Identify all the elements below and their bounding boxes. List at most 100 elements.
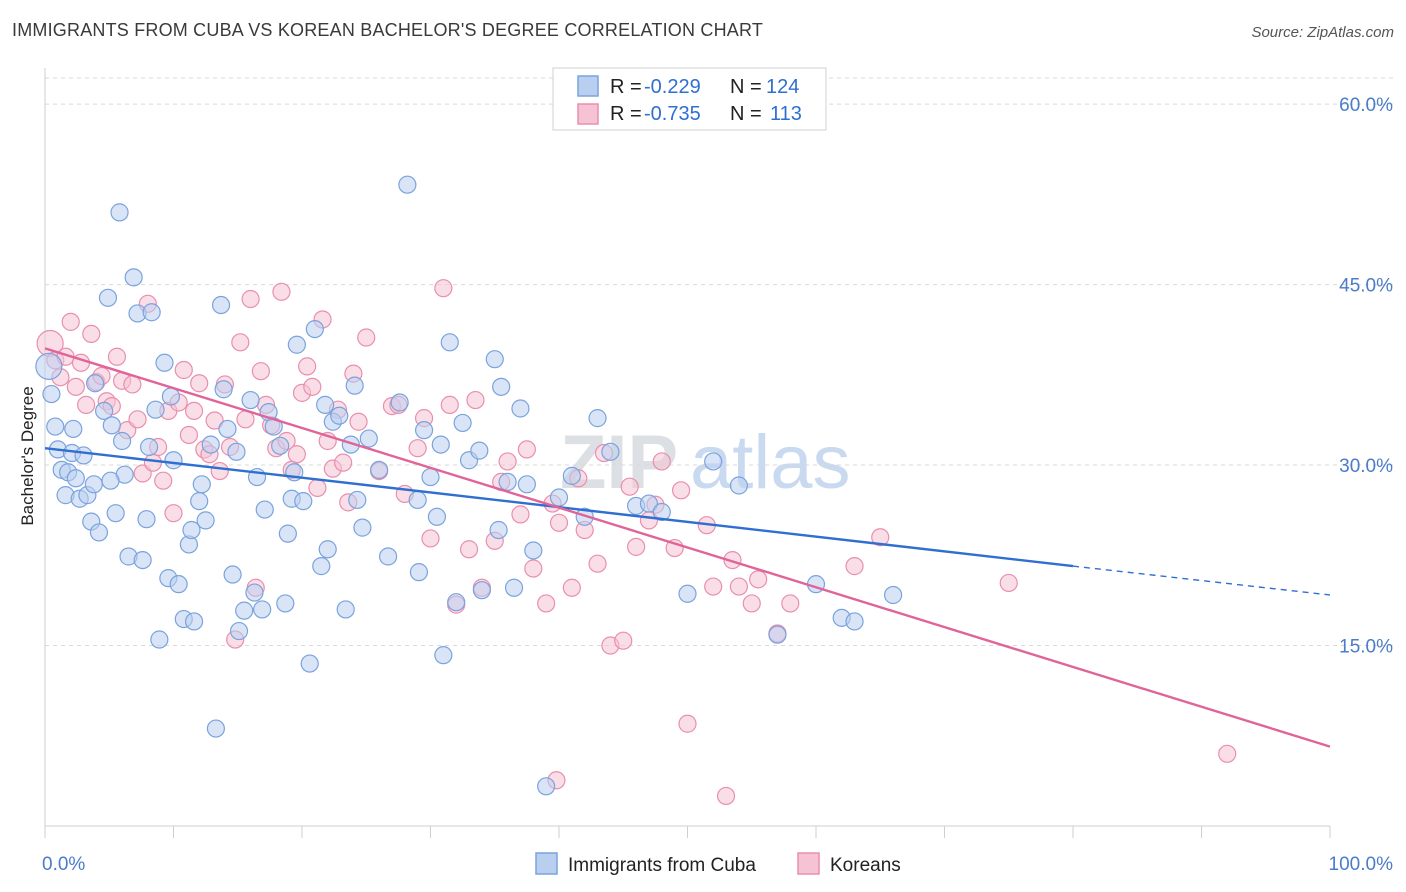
cuba-point bbox=[84, 475, 103, 494]
y-tick-label: 60.0% bbox=[1339, 95, 1393, 116]
cuba-point bbox=[253, 600, 272, 619]
koreans-point bbox=[210, 461, 229, 481]
koreans-point bbox=[143, 453, 163, 472]
koreans-point bbox=[678, 714, 697, 733]
cuba-point bbox=[190, 492, 209, 511]
trend-lines bbox=[44, 347, 1331, 748]
legend-swatch-koreans bbox=[577, 103, 599, 125]
koreans-point bbox=[82, 324, 101, 344]
cuba-point bbox=[678, 584, 697, 603]
legend-n-value-koreans: 113 bbox=[770, 103, 802, 125]
legend-r-label-cuba: R = bbox=[610, 76, 642, 98]
cuba-point bbox=[312, 557, 331, 576]
cuba-point bbox=[245, 583, 264, 602]
cuba-point bbox=[348, 490, 367, 510]
koreans-point bbox=[349, 412, 368, 431]
cuba-point bbox=[192, 475, 211, 494]
cuba-point bbox=[155, 353, 174, 372]
cuba-point bbox=[305, 319, 324, 339]
cuba-point bbox=[398, 175, 417, 194]
koreans-point bbox=[999, 573, 1018, 593]
cuba-point bbox=[498, 472, 517, 491]
cuba-point bbox=[271, 436, 290, 455]
cuba-point bbox=[524, 541, 543, 560]
legend-n-value-cuba: 124 bbox=[766, 76, 799, 98]
cuba-point bbox=[517, 475, 536, 494]
cuba-point bbox=[255, 500, 274, 519]
koreans-point bbox=[626, 537, 646, 556]
cuba-point bbox=[485, 350, 504, 369]
koreans-point bbox=[517, 440, 536, 459]
cuba-point bbox=[66, 469, 85, 488]
koreans-point bbox=[729, 577, 749, 596]
cuba-point bbox=[704, 452, 723, 471]
cuba-point bbox=[440, 333, 459, 352]
cuba-point bbox=[106, 504, 125, 523]
koreans-point bbox=[537, 594, 556, 613]
cuba-point bbox=[218, 419, 237, 439]
koreans-point bbox=[190, 374, 209, 393]
cuba-point bbox=[112, 431, 132, 451]
koreans-point bbox=[408, 439, 427, 458]
cuba-point bbox=[64, 419, 83, 439]
bottom-legend: Immigrants from Cuba Koreans bbox=[535, 852, 901, 876]
koreans-point bbox=[524, 559, 543, 578]
cuba-point bbox=[35, 352, 63, 380]
cuba-point bbox=[336, 600, 355, 619]
cuba-point bbox=[300, 654, 319, 673]
koreans-point bbox=[179, 425, 199, 445]
cuba-point bbox=[353, 518, 372, 537]
trend-line-cuba-extension bbox=[1072, 565, 1331, 596]
cuba-point bbox=[227, 442, 246, 461]
koreans-point bbox=[77, 395, 96, 414]
koreans-point bbox=[749, 570, 768, 589]
koreans-point bbox=[440, 395, 459, 414]
cuba-point bbox=[196, 511, 215, 530]
cuba-point bbox=[133, 550, 152, 570]
cuba-point bbox=[639, 494, 659, 513]
koreans-point bbox=[184, 401, 204, 421]
cuba-point bbox=[241, 390, 260, 410]
series-cuba-points bbox=[35, 175, 903, 796]
bottom-legend-swatch-koreans bbox=[797, 852, 820, 875]
cuba-point bbox=[489, 520, 508, 540]
legend-r-value-cuba: -0.229 bbox=[644, 76, 701, 98]
cuba-point bbox=[652, 502, 671, 522]
cuba-point bbox=[223, 565, 242, 584]
bottom-legend-label-koreans: Koreans bbox=[830, 855, 901, 876]
koreans-point bbox=[498, 452, 517, 471]
cuba-point bbox=[492, 377, 511, 396]
cuba-point bbox=[211, 295, 231, 315]
koreans-point bbox=[562, 578, 581, 597]
cuba-point bbox=[95, 401, 114, 421]
cuba-point bbox=[139, 437, 159, 457]
koreans-point bbox=[154, 471, 173, 490]
koreans-point bbox=[459, 540, 479, 559]
legend-r-label-koreans: R = bbox=[610, 103, 642, 125]
cuba-point bbox=[150, 630, 169, 649]
cuba-point bbox=[378, 547, 398, 566]
cuba-point bbox=[276, 594, 295, 613]
cuba-point bbox=[201, 435, 220, 454]
cuba-point bbox=[414, 421, 434, 440]
cuba-point bbox=[390, 393, 409, 412]
cuba-point bbox=[330, 406, 349, 425]
cuba-point bbox=[421, 467, 440, 487]
koreans-point bbox=[303, 377, 322, 396]
chart-title: IMMIGRANTS FROM CUBA VS KOREAN BACHELOR'… bbox=[12, 20, 764, 40]
cuba-point bbox=[229, 621, 249, 641]
cuba-point bbox=[294, 492, 313, 511]
cuba-point bbox=[883, 585, 903, 605]
cuba-point bbox=[214, 380, 233, 399]
cuba-point bbox=[74, 446, 93, 465]
cuba-point bbox=[729, 476, 749, 495]
koreans-point bbox=[205, 411, 224, 430]
cuba-point bbox=[409, 563, 429, 582]
koreans-point bbox=[107, 347, 127, 366]
cuba-point bbox=[408, 490, 427, 510]
cuba-point bbox=[588, 409, 607, 428]
koreans-point bbox=[781, 594, 800, 613]
cuba-point bbox=[316, 395, 335, 414]
koreans-point bbox=[421, 529, 440, 548]
